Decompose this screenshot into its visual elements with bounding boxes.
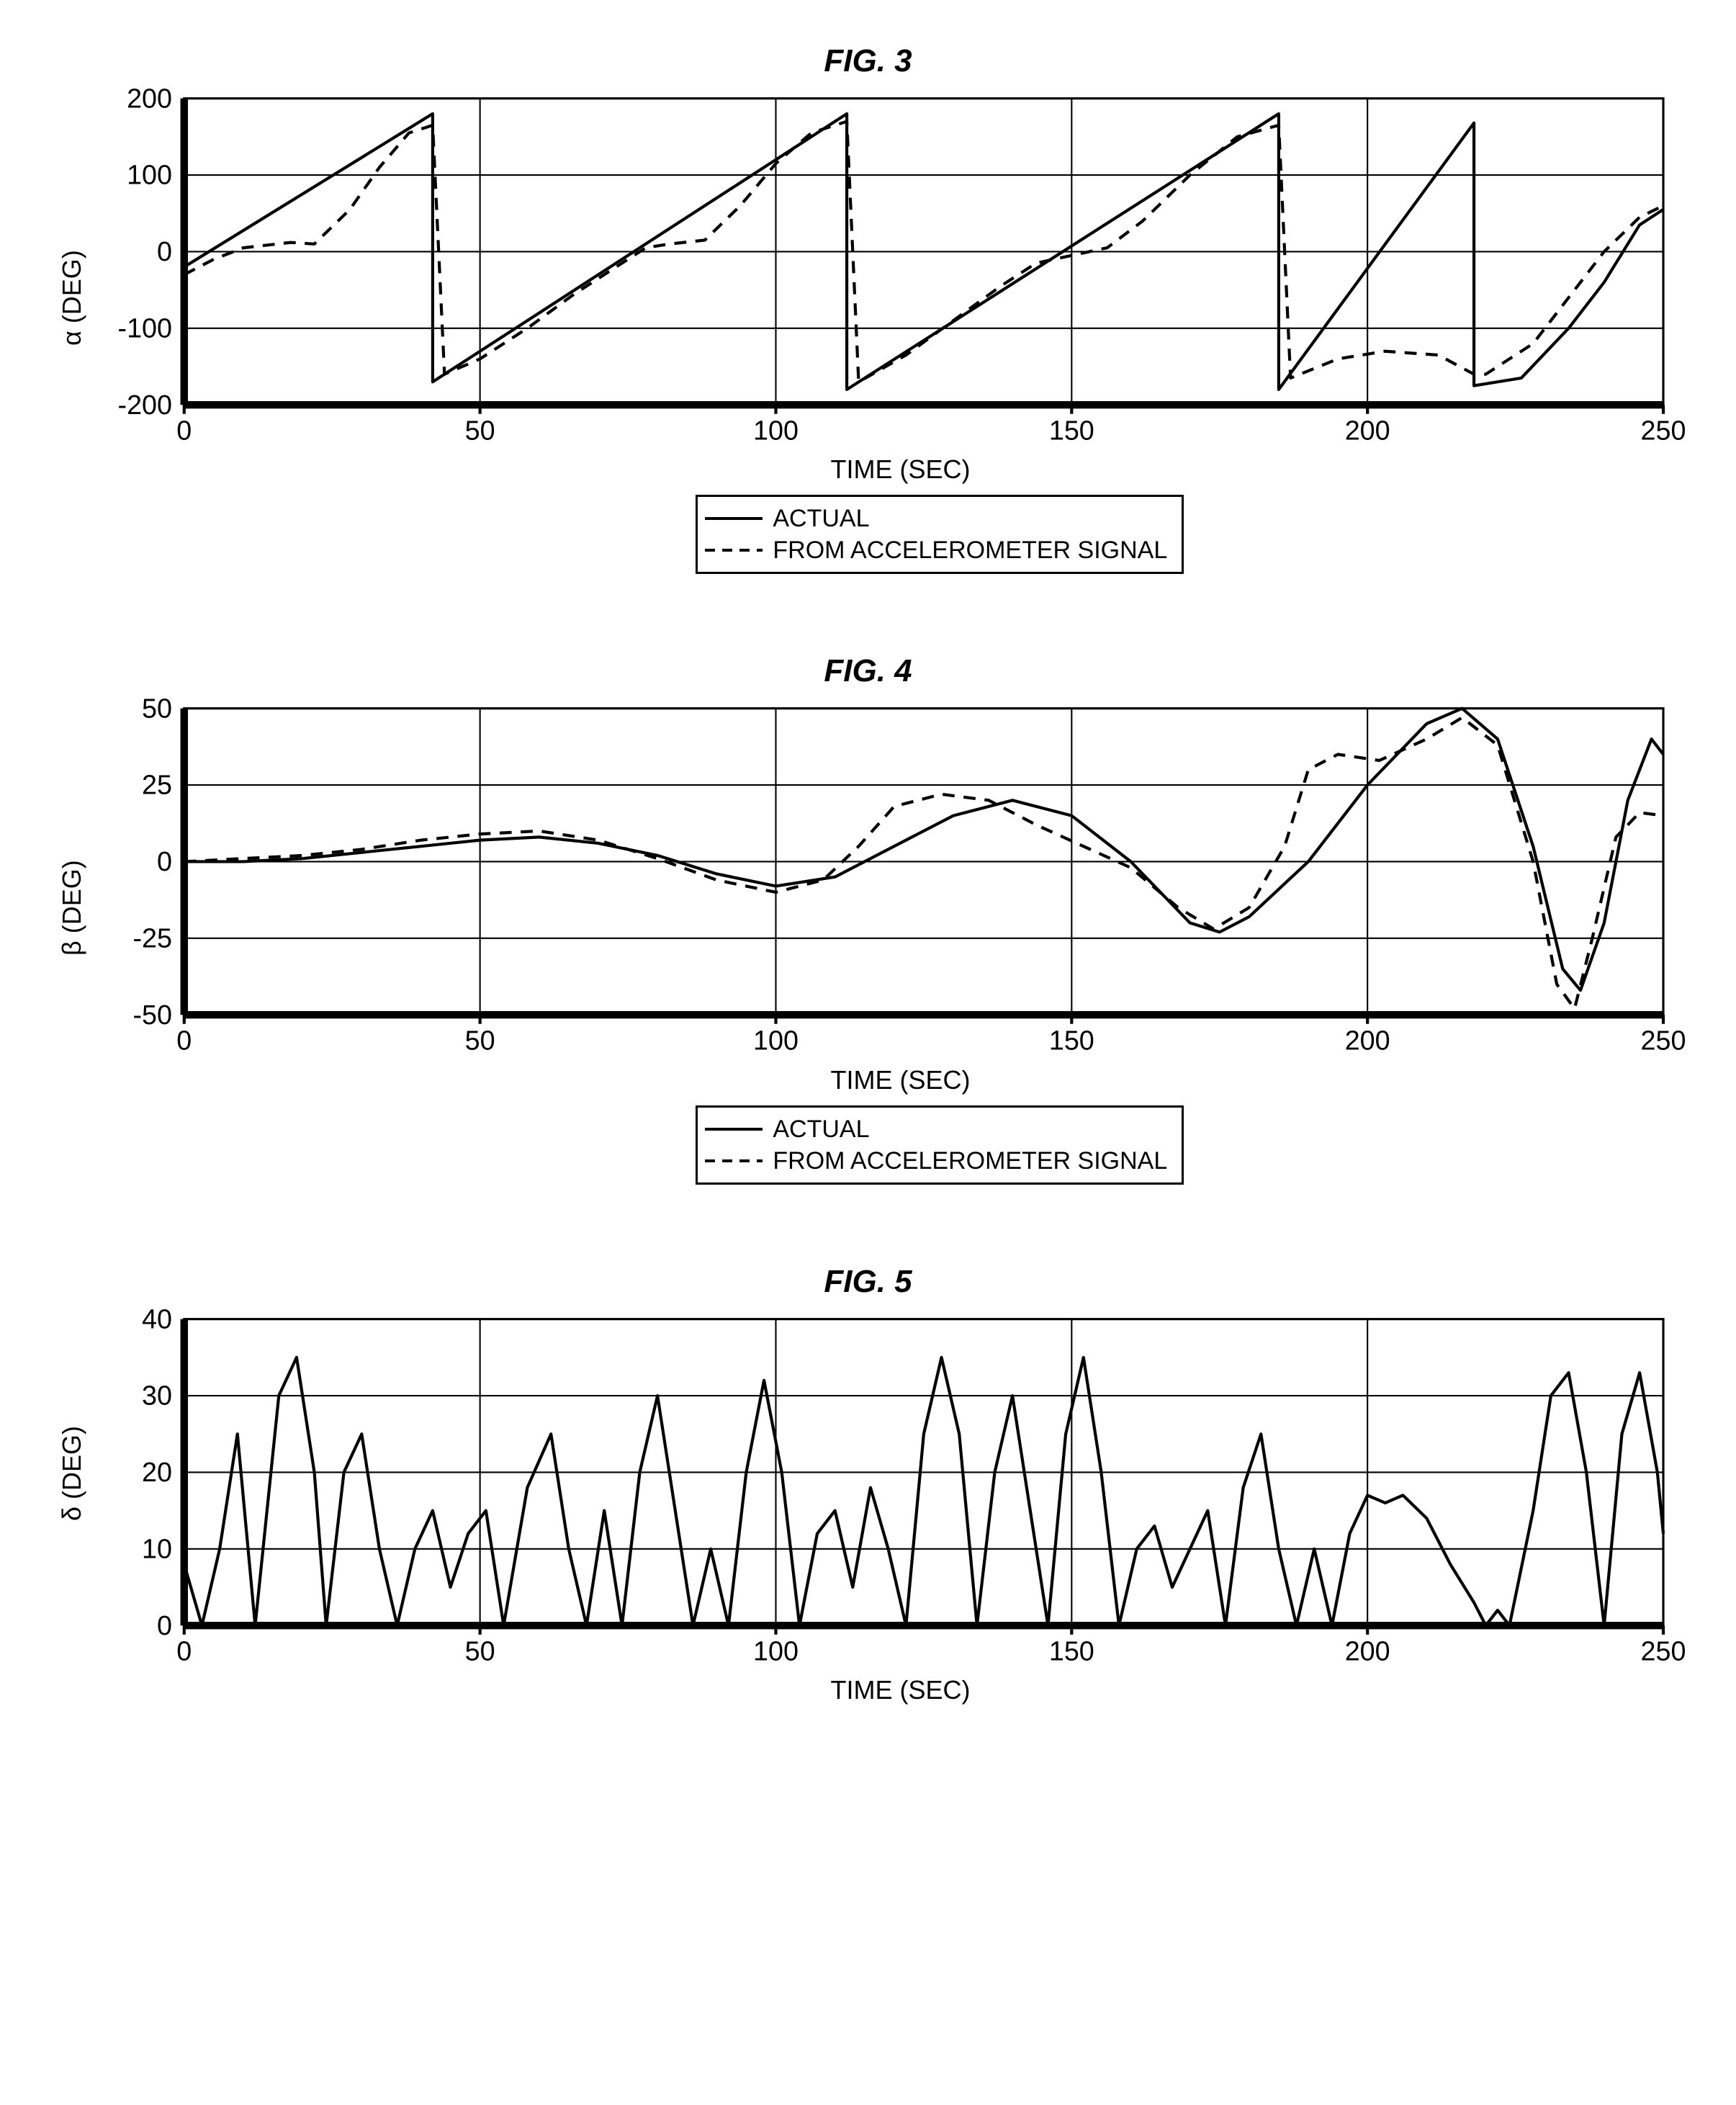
svg-text:0: 0 [176,415,192,445]
figure-3-block: FIG. 3 α (DEG) -200 -100 0 100 200 0 50 100 150 2… [58,43,1678,574]
svg-text:-100: -100 [118,313,173,343]
svg-text:0: 0 [157,846,172,876]
figure-4-legend: ACTUAL FROM ACCELEROMETER SIGNAL [696,1105,1184,1185]
figure-4-legend-wrap: ACTUAL FROM ACCELEROMETER SIGNAL [696,1095,1678,1185]
svg-text:-50: -50 [133,1000,173,1030]
svg-text:0: 0 [157,236,172,266]
svg-text:0: 0 [157,1610,172,1641]
legend-label-accel-4: FROM ACCELEROMETER SIGNAL [773,1145,1167,1177]
figure-3-ylabel: α (DEG) [57,317,87,346]
figure-4-block: FIG. 4 β (DEG) -50-250255005010015020025… [58,653,1678,1184]
svg-text:100: 100 [753,1635,799,1666]
legend-label-actual-4: ACTUAL [773,1113,869,1145]
figure-4-ylabel: β (DEG) [57,927,87,956]
svg-text:150: 150 [1049,1025,1094,1056]
svg-text:200: 200 [1345,1025,1390,1056]
svg-text:50: 50 [465,1635,495,1666]
figure-4-title: FIG. 4 [58,653,1678,689]
figure-5-ylabel: δ (DEG) [57,1492,87,1521]
figure-5-title: FIG. 5 [58,1264,1678,1300]
svg-text:100: 100 [753,415,799,445]
svg-text:250: 250 [1641,1635,1686,1666]
figure-3-legend: ACTUAL FROM ACCELEROMETER SIGNAL [696,495,1184,574]
svg-text:150: 150 [1049,1635,1094,1666]
legend-row-actual: ACTUAL [705,503,1167,534]
figure-3-svg: -200-1000100200050100150200250 [94,88,1678,450]
svg-text:40: 40 [142,1303,172,1334]
figure-4-chart: β (DEG) -50-2502550050100150200250 TIME … [58,698,1678,1184]
svg-text:30: 30 [142,1381,172,1411]
figure-3-chart: α (DEG) -200-1000100200050100150200250 T… [58,88,1678,574]
legend-swatch-solid-4 [705,1126,763,1133]
svg-text:150: 150 [1049,415,1094,445]
svg-text:250: 250 [1641,1025,1686,1056]
svg-text:-200: -200 [118,390,173,420]
figure-5-xlabel: TIME (SEC) [122,1675,1678,1705]
svg-text:25: 25 [142,770,172,800]
svg-text:200: 200 [127,83,172,113]
svg-text:200: 200 [1345,415,1390,445]
svg-text:200: 200 [1345,1635,1390,1666]
figure-5-chart: δ (DEG) 010203040050100150200250 TIME (S… [58,1309,1678,1705]
svg-text:10: 10 [142,1533,172,1563]
legend-row-actual-4: ACTUAL [705,1113,1167,1145]
figure-3-title: FIG. 3 [58,43,1678,79]
legend-row-accel: FROM ACCELEROMETER SIGNAL [705,534,1167,566]
svg-text:50: 50 [142,694,172,724]
figure-3-xlabel: TIME (SEC) [122,454,1678,485]
figure-5-block: FIG. 5 δ (DEG) 010203040050100150200250 … [58,1264,1678,1705]
legend-label-accel: FROM ACCELEROMETER SIGNAL [773,534,1167,566]
legend-swatch-dashed [705,547,763,554]
legend-swatch-dashed-4 [705,1157,763,1164]
svg-text:-25: -25 [133,923,173,953]
svg-text:20: 20 [142,1457,172,1487]
legend-label-actual: ACTUAL [773,503,869,534]
figure-5-svg: 010203040050100150200250 [94,1309,1678,1671]
svg-text:50: 50 [465,415,495,445]
svg-text:0: 0 [176,1025,192,1056]
svg-text:100: 100 [127,160,172,190]
svg-text:0: 0 [176,1635,192,1666]
svg-text:250: 250 [1641,415,1686,445]
figure-4-svg: -50-2502550050100150200250 [94,698,1678,1060]
svg-text:100: 100 [753,1025,799,1056]
legend-row-accel-4: FROM ACCELEROMETER SIGNAL [705,1145,1167,1177]
legend-swatch-solid [705,515,763,522]
svg-text:50: 50 [465,1025,495,1056]
figure-3-legend-wrap: ACTUAL FROM ACCELEROMETER SIGNAL [696,485,1678,574]
figure-4-xlabel: TIME (SEC) [122,1065,1678,1095]
